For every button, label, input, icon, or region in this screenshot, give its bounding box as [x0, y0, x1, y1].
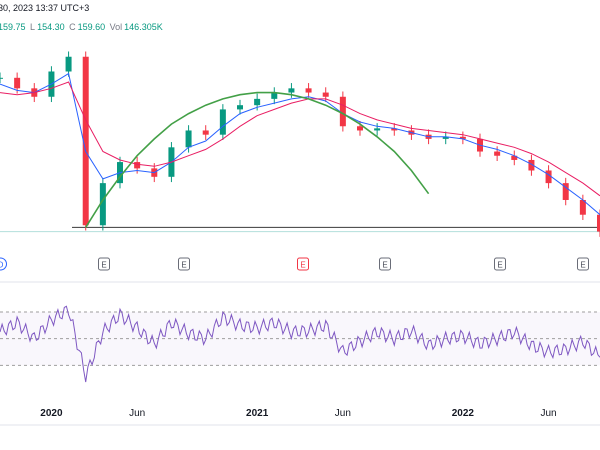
- event-label: E: [382, 261, 387, 270]
- ohlc-close-value: 159.60: [77, 22, 106, 32]
- event-label: E: [181, 261, 186, 270]
- time-tick-label: Jun: [129, 408, 145, 419]
- earnings-box: [178, 257, 190, 271]
- ohlc-readout: 159.75 L 154.30 C 159.60 Vol 146.305K: [0, 22, 165, 32]
- event-marker[interactable]: E: [178, 257, 190, 271]
- candle-body: [597, 214, 600, 232]
- rsi-line: [0, 305, 600, 383]
- event-marker[interactable]: D: [0, 257, 7, 271]
- price-panel[interactable]: [0, 51, 600, 237]
- candle-body: [322, 92, 329, 97]
- candle-body: [305, 88, 312, 93]
- candle-body: [339, 96, 346, 127]
- earnings-box: [98, 257, 110, 271]
- earnings-box: [297, 257, 309, 271]
- candle-body: [65, 56, 72, 72]
- ma-slow-line: [0, 81, 600, 197]
- event-label: D: [0, 261, 4, 270]
- candle-body: [391, 128, 398, 131]
- ohlc-volume-value: 146.305K: [124, 22, 163, 32]
- candle-body: [579, 199, 586, 215]
- candle-body: [562, 183, 569, 200]
- event-label: E: [580, 261, 585, 270]
- time-tick-label: Jun: [335, 408, 351, 419]
- ma-fast-line: [0, 72, 600, 216]
- candle-body: [82, 56, 89, 226]
- candle-body: [357, 126, 363, 131]
- candle-body: [99, 183, 106, 226]
- time-axis: 2020 Jun 2021 Jun 2022 Jun: [0, 408, 600, 426]
- event-marker[interactable]: E: [577, 257, 589, 271]
- event-label: E: [101, 261, 106, 270]
- candle-body: [202, 130, 209, 135]
- event-marker[interactable]: E: [297, 257, 309, 271]
- arc-fit-line: [85, 91, 430, 228]
- candle-body: [0, 77, 3, 79]
- time-tick-label: 2021: [246, 408, 269, 419]
- time-tick-label: Jun: [541, 408, 557, 419]
- earnings-box: [577, 257, 589, 271]
- candle-body: [459, 136, 466, 139]
- candle-body: [288, 88, 295, 93]
- ohlc-low-value: 154.30: [37, 22, 65, 32]
- candle-body: [374, 128, 381, 131]
- candle-body: [237, 105, 243, 110]
- time-tick-label: 2020: [40, 408, 63, 419]
- candle-body: [511, 155, 518, 160]
- candle-body: [219, 109, 226, 135]
- candle-body: [528, 159, 535, 171]
- event-marker[interactable]: E: [494, 257, 506, 271]
- earnings-box: [494, 257, 506, 271]
- candle-body: [14, 77, 21, 89]
- candle-body: [185, 130, 192, 148]
- ohlc-open-value: 159.75: [0, 22, 26, 32]
- candle-body: [494, 151, 501, 156]
- ohlc-close-label: C: [69, 22, 76, 32]
- time-tick-label: 2022: [452, 408, 475, 419]
- event-marker[interactable]: E: [98, 257, 110, 271]
- dividend-circle: [0, 257, 7, 271]
- candle-body: [271, 92, 278, 99]
- chart-header: 30, 2023 13:37 UTC+3 159.75 L 154.30 C 159…: [0, 0, 600, 36]
- candle-body: [545, 170, 552, 184]
- event-marker[interactable]: E: [379, 257, 391, 271]
- earnings-box: [379, 257, 391, 271]
- ohlc-volume-label: Vol: [109, 22, 123, 32]
- header-datetime: 30, 2023 13:37 UTC+3: [0, 3, 90, 13]
- candle-body: [254, 98, 261, 106]
- rsi-panel[interactable]: [0, 305, 600, 383]
- candle-body: [442, 136, 449, 139]
- candle-body: [134, 162, 141, 169]
- event-label: E: [497, 261, 502, 270]
- ohlc-low-label: L: [30, 22, 36, 32]
- event-label: E: [300, 261, 305, 270]
